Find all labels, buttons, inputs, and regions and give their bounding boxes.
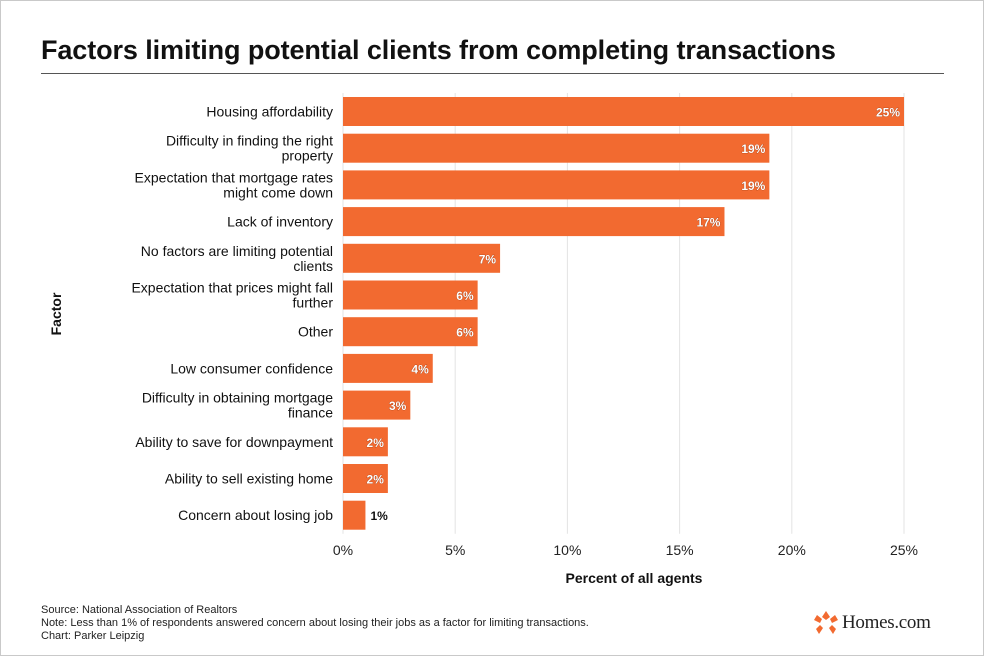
x-tick-label: 15%	[666, 542, 694, 558]
bar	[343, 353, 433, 383]
category-label: Difficulty in finding the right property	[166, 133, 333, 164]
category-labels: Housing affordability Difficulty in findi…	[131, 104, 333, 524]
chart-title: Factors limiting potential clients from …	[41, 35, 836, 65]
title-divider	[41, 73, 944, 74]
bar	[343, 133, 770, 163]
category-label: No factors are limiting potential clients	[141, 243, 333, 274]
value-label: 19%	[741, 142, 765, 156]
bar	[343, 500, 366, 530]
category-label: Lack of inventory	[227, 214, 333, 230]
x-tick-label: 25%	[890, 542, 918, 558]
category-label: Ability to save for downpayment	[135, 434, 333, 450]
category-label: Expectation that prices might fall furthe…	[131, 280, 333, 311]
value-label: 2%	[367, 473, 385, 487]
bar	[343, 390, 411, 420]
bar	[343, 427, 388, 457]
bar	[343, 464, 388, 493]
chart-footer: Source: National Association of Realtors…	[41, 604, 589, 643]
bars	[343, 97, 904, 530]
x-tick-label: 5%	[445, 542, 465, 558]
bar	[343, 280, 478, 310]
x-tick-label: 10%	[553, 542, 581, 558]
value-label: 6%	[456, 289, 474, 303]
category-label: Concern about losing job	[178, 507, 333, 523]
category-label: Difficulty in obtaining mortgage finance	[142, 390, 333, 421]
value-label: 19%	[741, 179, 765, 193]
bar	[343, 97, 904, 126]
x-tick-label: 20%	[778, 542, 806, 558]
value-label: 4%	[411, 362, 429, 376]
homes-logo[interactable]: Homes.com	[813, 610, 931, 636]
value-label: 25%	[876, 106, 900, 120]
bar-chart: Housing affordability Difficulty in findi…	[48, 93, 918, 586]
value-label: 1%	[370, 509, 388, 523]
value-labels: 25% 19% 19% 17% 7% 6% 6% 4% 3% 2% 2% 1%	[366, 105, 900, 523]
y-axis-label: Factor	[48, 292, 64, 335]
category-label: Other	[298, 324, 333, 340]
grid-lines	[342, 93, 905, 534]
chart-credit: Chart: Parker Leipzig	[41, 630, 145, 642]
bar	[343, 170, 770, 200]
bar	[343, 207, 725, 237]
category-label: Expectation that mortgage rates might com…	[135, 169, 333, 200]
footnote: Note: Less than 1% of respondents answer…	[41, 617, 589, 629]
category-label: Ability to sell existing home	[165, 471, 333, 487]
source-note: Source: National Association of Realtors	[41, 604, 238, 616]
homes-logo-text: Homes.com	[842, 612, 931, 633]
category-label: Low consumer confidence	[170, 360, 333, 376]
value-label: 6%	[456, 326, 474, 340]
value-label: 17%	[696, 216, 720, 230]
value-label: 3%	[389, 399, 407, 413]
x-axis-label: Percent of all agents	[566, 570, 703, 586]
x-tick-labels: 0% 5% 10% 15% 20% 25%	[333, 542, 918, 558]
bar	[343, 317, 478, 347]
bar	[343, 243, 501, 273]
category-label: Housing affordability	[206, 104, 333, 120]
value-label: 7%	[479, 252, 497, 266]
value-label: 2%	[367, 436, 385, 450]
homes-logo-icon	[813, 610, 839, 636]
x-tick-label: 0%	[333, 542, 353, 558]
